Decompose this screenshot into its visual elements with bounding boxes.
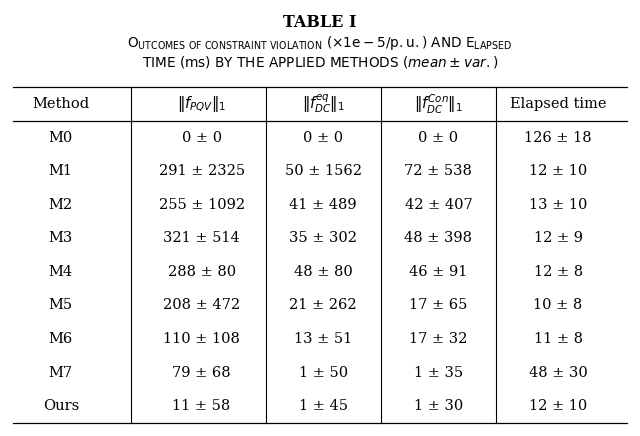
Text: 17 ± 65: 17 ± 65 — [409, 298, 468, 313]
Text: 17 ± 32: 17 ± 32 — [409, 332, 468, 346]
Text: 1 ± 30: 1 ± 30 — [414, 399, 463, 413]
Text: Elapsed time: Elapsed time — [510, 97, 606, 111]
Text: 13 ± 51: 13 ± 51 — [294, 332, 353, 346]
Text: TABLE I: TABLE I — [284, 14, 356, 31]
Text: 13 ± 10: 13 ± 10 — [529, 198, 588, 212]
Text: 11 ± 58: 11 ± 58 — [172, 399, 231, 413]
Text: 12 ± 8: 12 ± 8 — [534, 265, 582, 279]
Text: 1 ± 45: 1 ± 45 — [299, 399, 348, 413]
Text: M6: M6 — [49, 332, 73, 346]
Text: 0 ± 0: 0 ± 0 — [182, 130, 221, 145]
Text: 291 ± 2325: 291 ± 2325 — [159, 164, 244, 178]
Text: 1 ± 50: 1 ± 50 — [299, 365, 348, 380]
Text: 12 ± 10: 12 ± 10 — [529, 164, 588, 178]
Text: 42 ± 407: 42 ± 407 — [404, 198, 472, 212]
Text: Method: Method — [32, 97, 90, 111]
Text: 46 ± 91: 46 ± 91 — [409, 265, 468, 279]
Text: 12 ± 10: 12 ± 10 — [529, 399, 588, 413]
Text: 321 ± 514: 321 ± 514 — [163, 231, 240, 245]
Text: 48 ± 80: 48 ± 80 — [294, 265, 353, 279]
Text: 208 ± 472: 208 ± 472 — [163, 298, 240, 313]
Text: 41 ± 489: 41 ± 489 — [289, 198, 357, 212]
Text: 288 ± 80: 288 ± 80 — [168, 265, 236, 279]
Text: $\|f_{PQV}\|_1$: $\|f_{PQV}\|_1$ — [177, 94, 226, 114]
Text: M1: M1 — [49, 164, 73, 178]
Text: M7: M7 — [49, 365, 73, 380]
Text: $\|f_{DC}^{Con}\|_1$: $\|f_{DC}^{Con}\|_1$ — [414, 92, 463, 116]
Text: 0 ± 0: 0 ± 0 — [303, 130, 343, 145]
Text: 48 ± 398: 48 ± 398 — [404, 231, 472, 245]
Text: M5: M5 — [49, 298, 73, 313]
Text: 0 ± 0: 0 ± 0 — [419, 130, 458, 145]
Text: 11 ± 8: 11 ± 8 — [534, 332, 582, 346]
Text: 21 ± 262: 21 ± 262 — [289, 298, 357, 313]
Text: 110 ± 108: 110 ± 108 — [163, 332, 240, 346]
Text: M2: M2 — [49, 198, 73, 212]
Text: M0: M0 — [49, 130, 73, 145]
Text: 48 ± 30: 48 ± 30 — [529, 365, 588, 380]
Text: $\|f_{DC}^{eq}\|_1$: $\|f_{DC}^{eq}\|_1$ — [301, 93, 345, 115]
Text: $\mathregular{O}_{\mathregular{UTCOMES\ OF\ CONSTRAINT\ VIOLATION}}$$\mathregula: $\mathregular{O}_{\mathregular{UTCOMES\ … — [127, 34, 513, 52]
Text: 126 ± 18: 126 ± 18 — [524, 130, 592, 145]
Text: M4: M4 — [49, 265, 73, 279]
Text: 1 ± 35: 1 ± 35 — [414, 365, 463, 380]
Text: 79 ± 68: 79 ± 68 — [172, 365, 231, 380]
Text: 255 ± 1092: 255 ± 1092 — [159, 198, 244, 212]
Text: 50 ± 1562: 50 ± 1562 — [285, 164, 362, 178]
Text: $\mathregular{TIME\ (ms)\ BY\ THE\ APPLIED\ METHODS\ }$$\mathregular{(}\mathit{m: $\mathregular{TIME\ (ms)\ BY\ THE\ APPLI… — [142, 54, 498, 70]
Text: Ours: Ours — [43, 399, 79, 413]
Text: M3: M3 — [49, 231, 73, 245]
Text: 35 ± 302: 35 ± 302 — [289, 231, 357, 245]
Text: 10 ± 8: 10 ± 8 — [534, 298, 582, 313]
Text: 12 ± 9: 12 ± 9 — [534, 231, 582, 245]
Text: 72 ± 538: 72 ± 538 — [404, 164, 472, 178]
